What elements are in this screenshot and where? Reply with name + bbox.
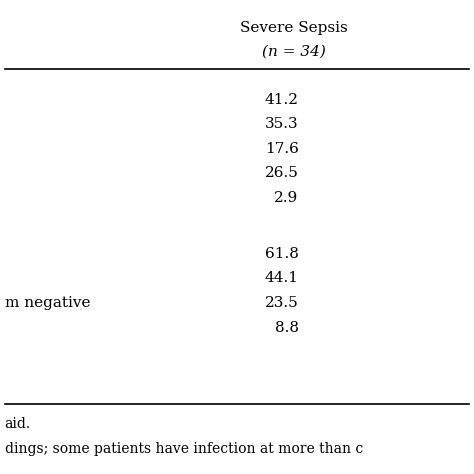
Text: 41.2: 41.2 xyxy=(264,92,299,107)
Text: 61.8: 61.8 xyxy=(265,246,299,261)
Text: aid.: aid. xyxy=(5,417,31,431)
Text: dings; some patients have infection at more than c: dings; some patients have infection at m… xyxy=(5,442,363,456)
Text: 17.6: 17.6 xyxy=(265,142,299,156)
Text: Severe Sepsis: Severe Sepsis xyxy=(240,21,348,36)
Text: 8.8: 8.8 xyxy=(274,320,299,335)
Text: 2.9: 2.9 xyxy=(274,191,299,205)
Text: 26.5: 26.5 xyxy=(265,166,299,181)
Text: 23.5: 23.5 xyxy=(265,296,299,310)
Text: 35.3: 35.3 xyxy=(265,117,299,131)
Text: m negative: m negative xyxy=(5,296,90,310)
Text: 44.1: 44.1 xyxy=(264,271,299,285)
Text: (n = 34): (n = 34) xyxy=(262,45,326,59)
